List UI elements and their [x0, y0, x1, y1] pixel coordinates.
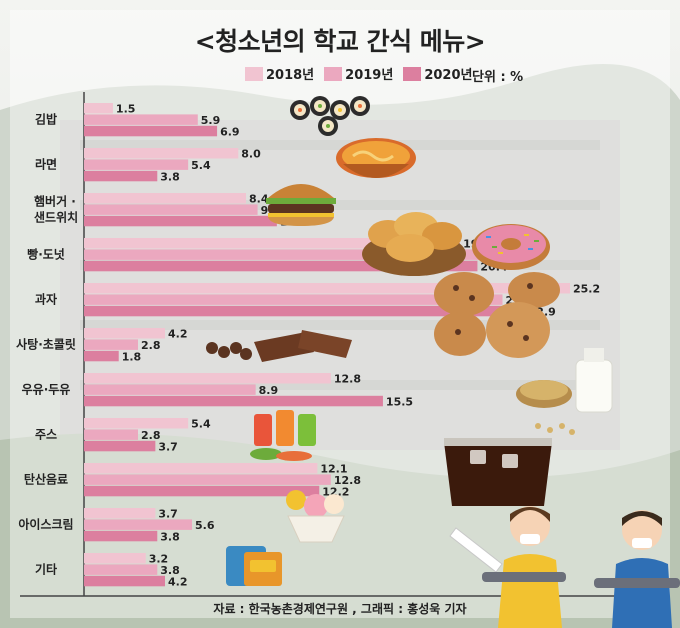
value-label: 3.7: [158, 508, 178, 521]
legend-label-2019: 2019년: [345, 68, 394, 83]
bar-2020-10: [84, 575, 165, 587]
bar-2019-5: [84, 339, 138, 350]
value-label: 2.8: [141, 339, 161, 352]
bar-2020-5: [84, 350, 119, 362]
category-label: 우유·두유: [22, 383, 71, 397]
value-label: 4.2: [168, 328, 188, 341]
value-label: 15.5: [386, 395, 413, 408]
bar-2018-9: [84, 508, 156, 519]
bar-2018-3: [84, 238, 461, 249]
value-label: 4.2: [168, 575, 188, 588]
milk-soybeans-illustration: [516, 348, 613, 435]
bar-2020-6: [84, 395, 383, 407]
bar-2018-0: [84, 103, 113, 114]
bar-2019-4: [84, 294, 503, 305]
bar-2018-4: [84, 283, 570, 294]
bar-2018-8: [84, 463, 318, 474]
category-label: 사탕·초콜릿: [16, 337, 76, 352]
value-label: 3.8: [160, 530, 180, 543]
bread-basket-illustration: [362, 212, 466, 276]
bar-2019-7: [84, 429, 138, 440]
source-credit: 자료 : 한국농촌경제연구원 , 그래픽 : 홍성욱 기자: [213, 602, 467, 616]
bar-2020-7: [84, 440, 156, 452]
cookies-illustration: [434, 272, 560, 358]
bar-2020-2: [84, 215, 277, 227]
bar-2020-1: [84, 170, 158, 182]
category-label: 빵·도넛: [27, 247, 65, 262]
juice-illustration: [250, 410, 316, 461]
value-label: 1.5: [116, 103, 136, 116]
bar-2018-6: [84, 373, 331, 384]
value-label: 3.8: [160, 170, 180, 183]
value-label: 3.8: [160, 564, 180, 577]
value-label: 12.1: [320, 463, 347, 476]
value-label: 8.4: [249, 193, 269, 206]
value-label: 5.9: [201, 114, 221, 127]
value-label: 3.2: [149, 553, 169, 566]
legend-item-2019: 2019년: [324, 64, 393, 83]
category-label: 주스: [35, 428, 57, 442]
bar-2018-1: [84, 148, 239, 159]
bar-2019-6: [84, 384, 256, 395]
bar-2019-9: [84, 519, 192, 530]
value-label: 1.8: [122, 350, 142, 363]
value-label: 5.4: [191, 159, 211, 172]
bar-2020-3: [84, 260, 478, 272]
bar-2018-10: [84, 553, 146, 564]
bar-2018-7: [84, 418, 189, 429]
kimbap-illustration: [290, 96, 370, 136]
chocolate-illustration: [206, 330, 352, 362]
bar-2020-8: [84, 485, 320, 497]
donut-illustration: [472, 224, 550, 270]
bar-2018-5: [84, 328, 165, 339]
value-label: 8.9: [259, 384, 279, 397]
legend: 2018년 2019년 2020년: [245, 64, 482, 83]
value-label: 2.8: [141, 429, 161, 442]
legend-swatch-2019: [324, 66, 343, 81]
bar-2019-10: [84, 564, 158, 575]
ice-cream-illustration: [286, 490, 345, 543]
value-label: 8.0: [241, 148, 261, 161]
bar-2018-2: [84, 193, 246, 204]
value-label: 3.7: [158, 440, 178, 453]
bar-2020-0: [84, 125, 218, 137]
value-label: 12.2: [322, 485, 349, 498]
snack-box-illustration: [226, 546, 282, 586]
bar-2019-2: [84, 204, 258, 215]
category-label: 김밥: [35, 112, 57, 127]
bar-2019-3: [84, 249, 503, 260]
value-label: 12.8: [334, 474, 361, 487]
category-label: 탄산음료: [24, 472, 68, 487]
category-label: 샌드위치: [34, 210, 78, 225]
category-label: 아이스크림: [18, 517, 73, 532]
value-label: 12.8: [334, 373, 361, 386]
students-illustration: [449, 506, 680, 628]
ramen-bowl-illustration: [336, 138, 416, 178]
category-label: 과자: [35, 292, 57, 307]
value-label: 5.4: [191, 418, 211, 431]
category-label: 기타: [35, 562, 57, 577]
hamburger-illustration: [266, 184, 336, 226]
value-label: 5.6: [195, 519, 215, 532]
unit-label: 단위 : %: [472, 70, 524, 85]
bar-2019-8: [84, 474, 331, 485]
bar-2019-1: [84, 159, 189, 170]
legend-label-2020: 2020년: [424, 68, 473, 83]
legend-swatch-2020: [403, 66, 422, 81]
bar-2020-9: [84, 530, 158, 542]
legend-label-2018: 2018년: [266, 68, 315, 83]
bar-2020-4: [84, 305, 526, 317]
value-label: 25.2: [573, 283, 600, 296]
legend-item-2018: 2018년: [245, 64, 314, 83]
legend-swatch-2018: [245, 66, 263, 81]
chart-title: <청소년의 학교 간식 메뉴>: [194, 27, 486, 56]
bar-2019-0: [84, 114, 198, 125]
cola-glass-illustration: [444, 438, 552, 506]
value-label: 6.9: [220, 125, 240, 138]
category-label: 햄버거 ·: [34, 194, 76, 209]
legend-item-2020: 2020년: [403, 64, 472, 83]
category-label: 라면: [35, 157, 57, 172]
